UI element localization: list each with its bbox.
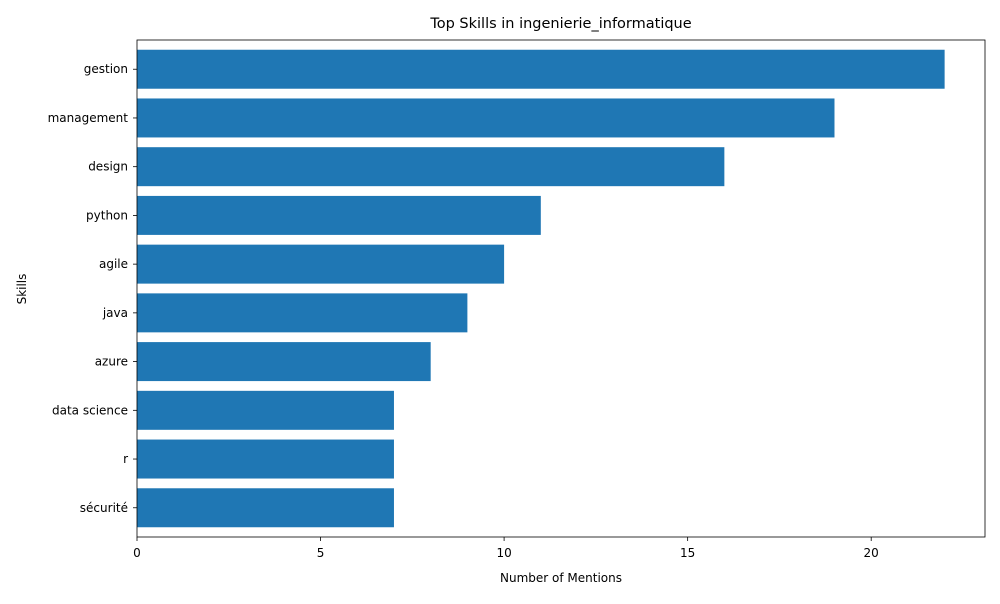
y-tick-label: agile xyxy=(99,257,128,271)
x-tick-label: 20 xyxy=(864,546,879,560)
y-axis-label: Skills xyxy=(15,274,29,305)
chart-title: Top Skills in ingenierie_informatique xyxy=(429,16,691,32)
y-tick-label: management xyxy=(48,111,129,125)
bar-java xyxy=(137,293,468,333)
x-tick-label: 10 xyxy=(496,546,511,560)
bar-management xyxy=(137,98,835,138)
bar-sécurité xyxy=(137,488,394,528)
y-tick-label: design xyxy=(88,160,128,174)
y-tick-label: data science xyxy=(52,403,128,417)
bar-azure xyxy=(137,342,431,382)
x-tick-label: 0 xyxy=(133,546,141,560)
axes-layer: gestion management design python agile java az… xyxy=(48,39,986,560)
y-tick-label: azure xyxy=(95,355,128,369)
bar-r xyxy=(137,439,394,479)
bars-layer xyxy=(137,49,945,528)
y-tick-label: gestion xyxy=(84,62,128,76)
x-tick-label: 5 xyxy=(317,546,325,560)
x-axis-label: Number of Mentions xyxy=(500,571,622,585)
bar-agile xyxy=(137,244,505,284)
plot-frame xyxy=(136,39,986,538)
x-tick-label: 15 xyxy=(680,546,695,560)
y-tick-label: java xyxy=(102,306,128,320)
bar-gestion xyxy=(137,49,945,89)
y-tick-label: sécurité xyxy=(80,501,128,515)
y-tick-label: python xyxy=(86,208,128,222)
bar-data-science xyxy=(137,390,394,430)
bar-design xyxy=(137,147,725,187)
y-tick-label: r xyxy=(123,452,128,466)
bar-python xyxy=(137,195,541,235)
